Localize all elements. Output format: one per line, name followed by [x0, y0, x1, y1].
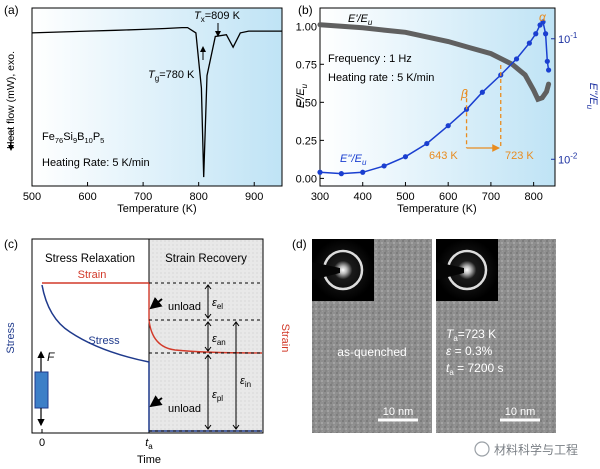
recovery-region — [149, 239, 263, 433]
svg-text:Stress: Stress — [5, 322, 17, 354]
panel-b-ylabel-right: E''/Eu — [585, 83, 599, 110]
wechat-logo-icon — [474, 441, 490, 457]
panel-b-ytick-label: 0.50 — [296, 97, 317, 109]
beta-label: β — [460, 87, 468, 101]
panel-b-xtick-label: 400 — [354, 191, 372, 203]
panel-a-label: (a) — [4, 3, 19, 17]
panel-b-xtick-label: 500 — [396, 191, 414, 203]
panel-a-x-ticks: 500 600 700 800 900 — [23, 182, 263, 203]
panel-a-plot-area — [31, 7, 283, 187]
unload-label-1: unload — [168, 301, 201, 313]
panel-b-heating-rate: Heating rate : 5 K/min — [328, 72, 434, 84]
panel-c-ylabel-left: Stress — [5, 322, 17, 354]
panel-b-ylabel-left: E'/Eu — [295, 83, 309, 108]
unload-arrow-1 — [149, 297, 163, 310]
svg-text:E''/Eu: E''/Eu — [585, 83, 599, 110]
panel-b-rtick-label: 10-2 — [558, 151, 578, 166]
panel-a-heating-rate: Heating Rate: 5 K/min — [42, 157, 150, 169]
panel-b-rtick-label: 10-1 — [558, 31, 578, 46]
panel-b-ytick-label: 0.00 — [296, 173, 317, 185]
panel-c-frame — [31, 238, 264, 434]
panel-c: (c) Stress Relaxation Strain Recovery St… — [4, 237, 291, 466]
panel-b-xlabel: Temperature (K) — [397, 203, 476, 215]
header-strain-recovery: Strain Recovery — [165, 253, 247, 265]
anneal-time-line: ta = 7200 s — [446, 361, 504, 377]
panel-b-y-ticks-right: 10-2 10-1 — [551, 31, 578, 166]
loss-modulus-curve — [319, 20, 550, 175]
force-label: F — [47, 350, 55, 364]
eps-pl-label: εpl — [212, 389, 223, 403]
tick-ta-label: ta — [145, 437, 153, 451]
panel-b-ytick-label: 0.25 — [296, 135, 317, 147]
tick-zero-label: 0 — [39, 437, 45, 449]
panel-b: (b) 300 400 500 600 700 800 0.00 0.25 0.50 0.75 1… — [295, 3, 599, 215]
loss-data-point — [317, 169, 323, 175]
panel-b-label: (b) — [298, 3, 313, 17]
alpha-label: α — [539, 10, 547, 24]
anneal-strain-line: ε = 0.3% — [446, 344, 493, 358]
storage-modulus-curve — [317, 22, 552, 103]
stress-curve — [41, 284, 262, 432]
header-stress-relaxation: Stress Relaxation — [45, 253, 135, 265]
scalebar-right-label: 10 nm — [505, 406, 536, 418]
strain-curve-label: Strain — [78, 269, 107, 281]
bracket-arrowheads — [204, 284, 240, 430]
panel-a-xlabel: Temperature (K) — [117, 203, 196, 215]
panel-b-xtick-label: 700 — [482, 191, 500, 203]
specimen-bar — [34, 371, 49, 409]
panel-c-ylabel-right: Strain — [279, 324, 291, 353]
svg-text:Heat flow (mW), exo.: Heat flow (mW), exo. — [5, 51, 17, 149]
tx-annotation: Tx=809 K — [194, 10, 241, 24]
panel-a-xtick-label: 700 — [134, 191, 152, 203]
panel-c-xlabel: Time — [137, 454, 161, 466]
svg-text:E'/Eu: E'/Eu — [295, 83, 309, 108]
panel-b-ytick-label: 1.00 — [296, 21, 317, 33]
panel-a-xtick-label: 500 — [23, 191, 41, 203]
watermark-text: 材料科学与工程 — [494, 442, 578, 457]
tg-annotation: Tg=780 K — [148, 69, 195, 83]
panel-b-xtick-label: 600 — [439, 191, 457, 203]
as-quenched-caption: as-quenched — [337, 345, 406, 359]
panel-a-xtick-label: 800 — [189, 191, 207, 203]
anneal-temp-line: Ta=723 K — [446, 327, 496, 343]
panel-c-label: (c) — [4, 237, 18, 251]
panel-d-label: (d) — [292, 237, 307, 251]
panel-a-ylabel: Heat flow (mW), exo. — [5, 51, 17, 149]
legend-loss: E''/Eu — [340, 153, 367, 167]
eps-el-label: εel — [212, 297, 223, 311]
panel-b-xtick-label: 300 — [311, 191, 329, 203]
svg-text:Strain: Strain — [279, 324, 291, 353]
panel-a: (a) 500 600 700 800 900 Temperature (K) Heat… — [4, 3, 283, 215]
beam-stop-right — [436, 262, 464, 280]
range-end-label: 723 K — [505, 150, 534, 162]
loss-data-point — [545, 67, 552, 73]
panel-d: (d) as-quenched 10 nm Ta=723 K ε = 0.3% … — [292, 237, 578, 457]
panel-a-xtick-label: 600 — [78, 191, 96, 203]
unload-arrow-2 — [149, 395, 163, 408]
eps-in-label: εin — [240, 375, 251, 389]
range-start-label: 643 K — [429, 150, 458, 162]
panel-b-xtick-label: 800 — [524, 191, 542, 203]
dsc-curve — [31, 26, 282, 178]
panel-b-x-ticks: 300 400 500 600 700 800 — [311, 182, 543, 203]
legend-storage: E'/Eu — [348, 13, 373, 27]
panel-a-xtick-label: 900 — [245, 191, 263, 203]
stress-curve-label: Stress — [88, 335, 120, 347]
beam-stop-left — [312, 262, 340, 280]
panel-b-ytick-label: 0.75 — [296, 59, 317, 71]
strain-curve — [42, 282, 263, 354]
composition-label: Fe76Si9B10P5 — [42, 131, 104, 145]
panel-b-y-ticks-left: 0.00 0.25 0.50 0.75 1.00 — [296, 21, 324, 185]
frequency-label: Frequency : 1 Hz — [328, 53, 412, 65]
scalebar-left-label: 10 nm — [383, 406, 414, 418]
eps-an-label: εan — [212, 333, 226, 347]
unload-label-2: unload — [168, 403, 201, 415]
